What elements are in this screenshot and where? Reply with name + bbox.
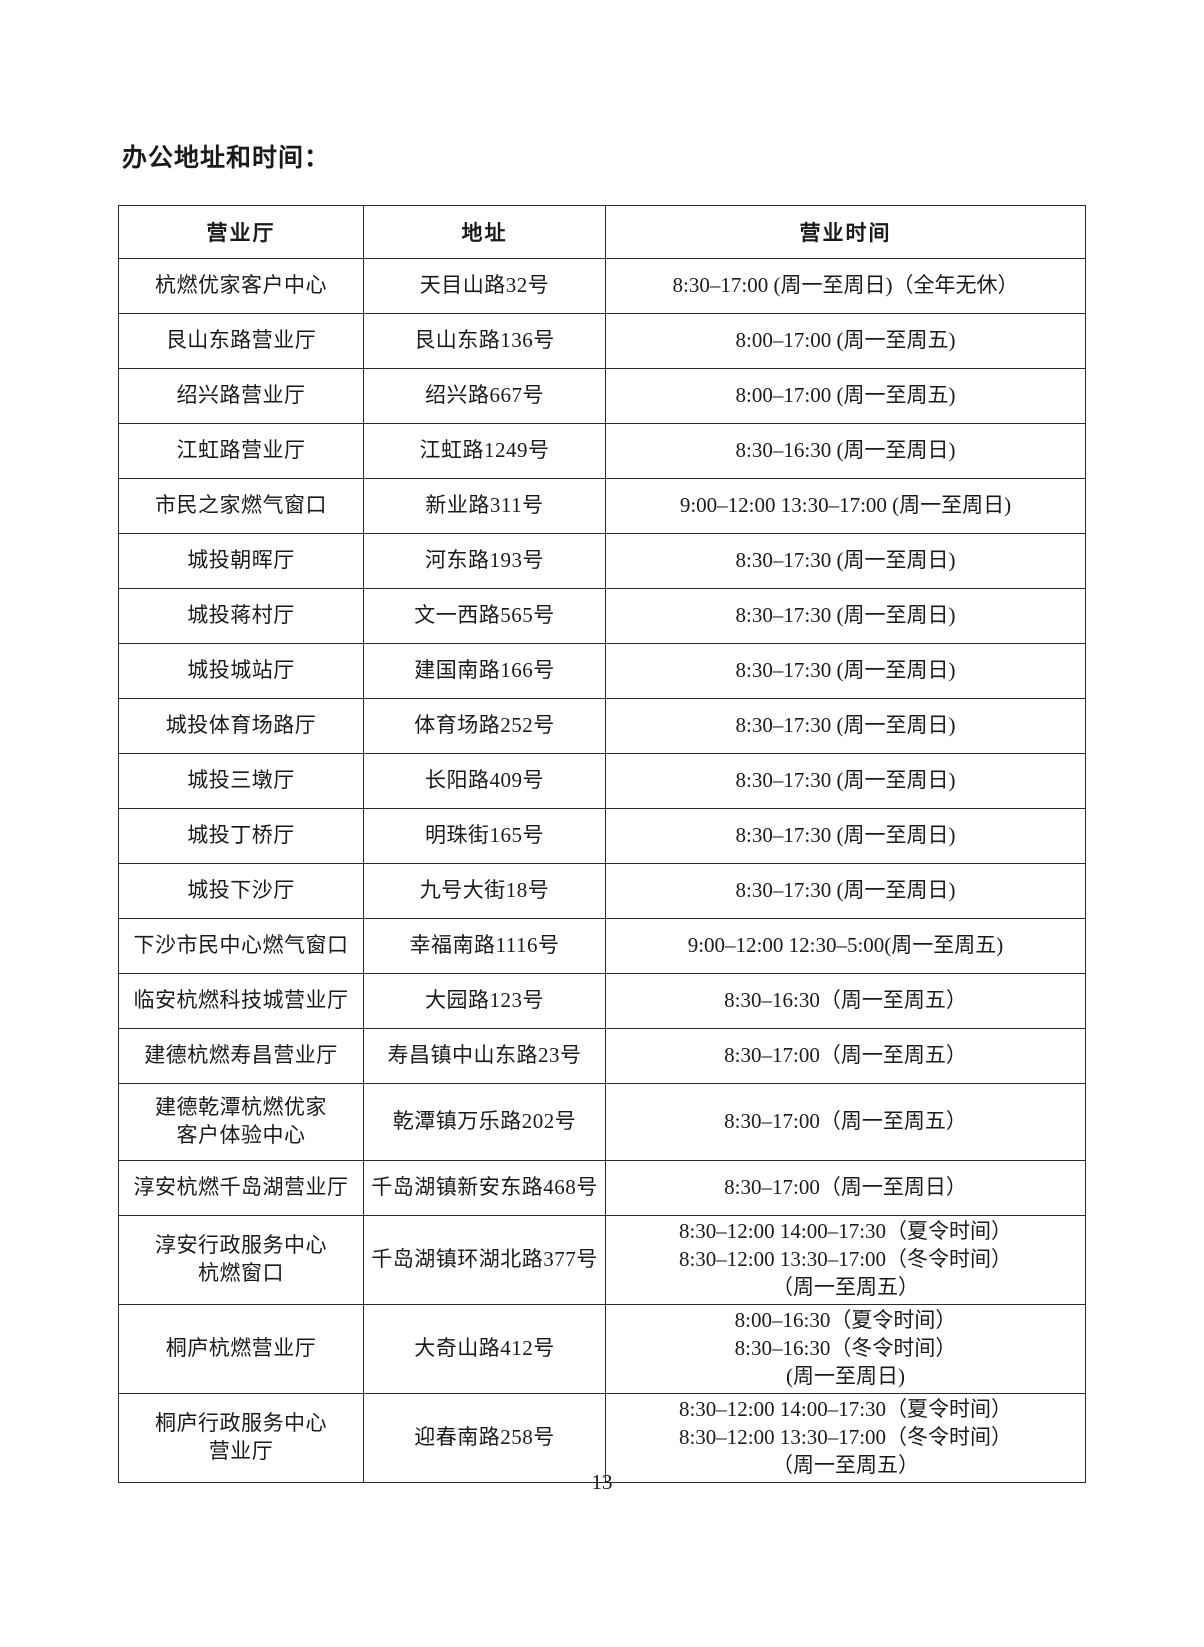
table-row: 城投三墩厅 长阳路409号 8:30–17:30 (周一至周日) <box>118 753 1086 809</box>
table-row: 建德杭燃寿昌营业厅 寿昌镇中山东路23号 8:30–17:00（周一至周五） <box>118 1028 1086 1084</box>
table-row: 绍兴路营业厅 绍兴路667号 8:00–17:00 (周一至周五) <box>118 368 1086 424</box>
column-header-address: 地址 <box>363 205 606 259</box>
cell-hours: 8:30–17:30 (周一至周日) <box>605 753 1086 809</box>
cell-hall: 建德乾潭杭燃优家 客户体验中心 <box>118 1083 364 1161</box>
cell-hall: 城投朝晖厅 <box>118 533 364 589</box>
cell-hours: 8:30–17:30 (周一至周日) <box>605 863 1086 919</box>
cell-hours: 8:30–17:30 (周一至周日) <box>605 533 1086 589</box>
cell-hall: 下沙市民中心燃气窗口 <box>118 918 364 974</box>
table-row: 艮山东路营业厅 艮山东路136号 8:00–17:00 (周一至周五) <box>118 313 1086 369</box>
cell-hall: 艮山东路营业厅 <box>118 313 364 369</box>
cell-hall: 临安杭燃科技城营业厅 <box>118 973 364 1029</box>
cell-hours: 8:30–17:30 (周一至周日) <box>605 643 1086 699</box>
table-row: 城投体育场路厅 体育场路252号 8:30–17:30 (周一至周日) <box>118 698 1086 754</box>
cell-address: 迎春南路258号 <box>363 1393 606 1483</box>
cell-address: 幸福南路1116号 <box>363 918 606 974</box>
office-locations-table-wrapper: 营业厅 地址 营业时间 杭燃优家客户中心 天目山路32号 8:30–17:00 (周… <box>118 205 1086 1483</box>
column-header-hall: 营业厅 <box>118 205 364 259</box>
table-row: 市民之家燃气窗口 新业路311号 9:00–12:00 13:30–17:00 (周… <box>118 478 1086 534</box>
cell-hall: 市民之家燃气窗口 <box>118 478 364 534</box>
cell-hall: 绍兴路营业厅 <box>118 368 364 424</box>
office-locations-table: 营业厅 地址 营业时间 杭燃优家客户中心 天目山路32号 8:30–17:00 (周… <box>118 205 1086 1483</box>
cell-address: 大园路123号 <box>363 973 606 1029</box>
cell-hours: 8:30–17:00（周一至周五） <box>605 1028 1086 1084</box>
column-header-hours: 营业时间 <box>605 205 1086 259</box>
table-row: 城投朝晖厅 河东路193号 8:30–17:30 (周一至周日) <box>118 533 1086 589</box>
cell-address: 天目山路32号 <box>363 258 606 314</box>
table-row: 城投下沙厅 九号大街18号 8:30–17:30 (周一至周日) <box>118 863 1086 919</box>
cell-hours: 8:30–17:30 (周一至周日) <box>605 808 1086 864</box>
table-row: 下沙市民中心燃气窗口 幸福南路1116号 9:00–12:00 12:30–5:00… <box>118 918 1086 974</box>
table-row: 建德乾潭杭燃优家 客户体验中心 乾潭镇万乐路202号 8:30–17:00（周一至周… <box>118 1083 1086 1161</box>
cell-address: 江虹路1249号 <box>363 423 606 479</box>
cell-hours: 9:00–12:00 12:30–5:00(周一至周五) <box>605 918 1086 974</box>
cell-address: 千岛湖镇新安东路468号 <box>363 1160 606 1216</box>
table-header: 营业厅 地址 营业时间 <box>118 205 1086 259</box>
cell-address: 河东路193号 <box>363 533 606 589</box>
cell-address: 明珠街165号 <box>363 808 606 864</box>
cell-address: 九号大街18号 <box>363 863 606 919</box>
cell-address: 千岛湖镇环湖北路377号 <box>363 1215 606 1305</box>
cell-hours: 8:30–16:30（周一至周五） <box>605 973 1086 1029</box>
table-row: 城投城站厅 建国南路166号 8:30–17:30 (周一至周日) <box>118 643 1086 699</box>
cell-hall: 城投三墩厅 <box>118 753 364 809</box>
table-body: 杭燃优家客户中心 天目山路32号 8:30–17:00 (周一至周日)（全年无休）艮… <box>118 258 1086 1483</box>
cell-address: 绍兴路667号 <box>363 368 606 424</box>
cell-hall: 城投体育场路厅 <box>118 698 364 754</box>
cell-hall: 城投下沙厅 <box>118 863 364 919</box>
cell-hours: 8:30–17:30 (周一至周日) <box>605 588 1086 644</box>
cell-address: 寿昌镇中山东路23号 <box>363 1028 606 1084</box>
cell-hall: 杭燃优家客户中心 <box>118 258 364 314</box>
table-row: 杭燃优家客户中心 天目山路32号 8:30–17:00 (周一至周日)（全年无休） <box>118 258 1086 314</box>
cell-hall: 城投丁桥厅 <box>118 808 364 864</box>
table-row: 城投丁桥厅 明珠街165号 8:30–17:30 (周一至周日) <box>118 808 1086 864</box>
cell-address: 大奇山路412号 <box>363 1304 606 1394</box>
page-title: 办公地址和时间： <box>122 143 331 172</box>
cell-address: 乾潭镇万乐路202号 <box>363 1083 606 1161</box>
table-row: 城投蒋村厅 文一西路565号 8:30–17:30 (周一至周日) <box>118 588 1086 644</box>
cell-address: 长阳路409号 <box>363 753 606 809</box>
cell-hours: 9:00–12:00 13:30–17:00 (周一至周日) <box>605 478 1086 534</box>
cell-address: 建国南路166号 <box>363 643 606 699</box>
cell-address: 艮山东路136号 <box>363 313 606 369</box>
cell-hours: 8:30–17:00（周一至周日） <box>605 1160 1086 1216</box>
cell-hours: 8:30–17:00（周一至周五） <box>605 1083 1086 1161</box>
cell-hall: 桐庐杭燃营业厅 <box>118 1304 364 1394</box>
cell-hours: 8:00–17:00 (周一至周五) <box>605 313 1086 369</box>
cell-hours: 8:30–17:30 (周一至周日) <box>605 698 1086 754</box>
table-row: 淳安杭燃千岛湖营业厅 千岛湖镇新安东路468号 8:30–17:00（周一至周日） <box>118 1160 1086 1216</box>
cell-hours: 8:30–16:30 (周一至周日) <box>605 423 1086 479</box>
table-header-row: 营业厅 地址 营业时间 <box>118 205 1086 259</box>
cell-hall: 淳安行政服务中心 杭燃窗口 <box>118 1215 364 1305</box>
page-number: 13 <box>591 1470 613 1494</box>
cell-address: 体育场路252号 <box>363 698 606 754</box>
cell-hours: 8:30–17:00 (周一至周日)（全年无休） <box>605 258 1086 314</box>
cell-hours: 8:30–12:00 14:00–17:30（夏令时间） 8:30–12:00 … <box>605 1393 1086 1483</box>
cell-hall: 建德杭燃寿昌营业厅 <box>118 1028 364 1084</box>
table-row: 临安杭燃科技城营业厅 大园路123号 8:30–16:30（周一至周五） <box>118 973 1086 1029</box>
cell-hall: 城投城站厅 <box>118 643 364 699</box>
table-row: 江虹路营业厅 江虹路1249号 8:30–16:30 (周一至周日) <box>118 423 1086 479</box>
cell-hall: 桐庐行政服务中心 营业厅 <box>118 1393 364 1483</box>
table-row: 桐庐行政服务中心 营业厅 迎春南路258号 8:30–12:00 14:00–17:… <box>118 1393 1086 1483</box>
cell-hall: 江虹路营业厅 <box>118 423 364 479</box>
cell-hours: 8:00–17:00 (周一至周五) <box>605 368 1086 424</box>
cell-hours: 8:00–16:30（夏令时间） 8:30–16:30（冬令时间） (周一至周日… <box>605 1304 1086 1394</box>
cell-address: 新业路311号 <box>363 478 606 534</box>
cell-address: 文一西路565号 <box>363 588 606 644</box>
cell-hall: 城投蒋村厅 <box>118 588 364 644</box>
table-row: 桐庐杭燃营业厅 大奇山路412号 8:00–16:30（夏令时间） 8:30–16:… <box>118 1304 1086 1394</box>
cell-hall: 淳安杭燃千岛湖营业厅 <box>118 1160 364 1216</box>
table-row: 淳安行政服务中心 杭燃窗口 千岛湖镇环湖北路377号 8:30–12:00 14:0… <box>118 1215 1086 1305</box>
cell-hours: 8:30–12:00 14:00–17:30（夏令时间） 8:30–12:00 … <box>605 1215 1086 1305</box>
